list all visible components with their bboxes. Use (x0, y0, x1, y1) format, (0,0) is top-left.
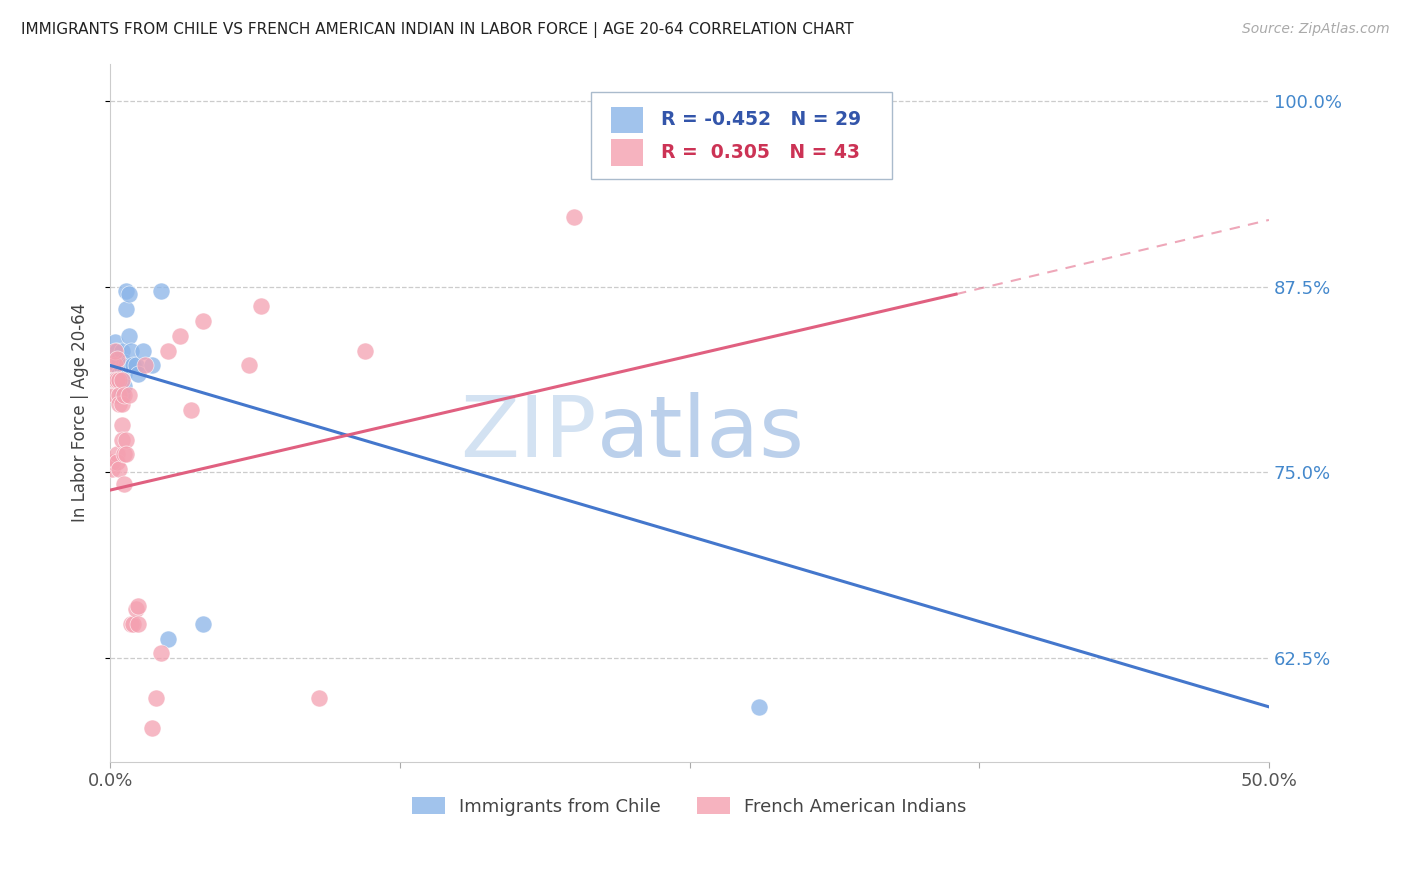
Point (108, 368, 131, 382)
Point (111, 417, 134, 432)
Point (131, 343, 153, 358)
Point (180, 403, 202, 417)
Point (191, 314, 214, 328)
Point (108, 397, 131, 411)
Y-axis label: In Labor Force | Age 20-64: In Labor Force | Age 20-64 (72, 303, 89, 523)
Point (112, 448, 135, 462)
FancyBboxPatch shape (591, 92, 893, 179)
Point (105, 448, 128, 462)
Text: atlas: atlas (596, 392, 804, 475)
Point (308, 690, 330, 705)
Point (117, 287, 139, 301)
Point (104, 343, 127, 358)
Point (141, 721, 163, 735)
Point (115, 301, 138, 316)
Point (105, 359, 128, 373)
Text: R = -0.452   N = 29: R = -0.452 N = 29 (661, 111, 860, 129)
Point (112, 477, 135, 491)
Point (124, 359, 146, 373)
Point (111, 388, 134, 402)
Point (238, 359, 260, 373)
Point (115, 448, 138, 462)
Point (117, 359, 139, 373)
Point (104, 373, 127, 387)
Legend: Immigrants from Chile, French American Indians: Immigrants from Chile, French American I… (412, 797, 966, 815)
Point (249, 299, 271, 313)
Point (111, 382, 134, 396)
Point (111, 361, 134, 376)
Point (156, 632, 179, 646)
Point (124, 602, 146, 616)
Text: Source: ZipAtlas.com: Source: ZipAtlas.com (1241, 22, 1389, 37)
Point (115, 359, 138, 373)
Point (112, 388, 135, 402)
Point (117, 388, 139, 402)
Point (191, 616, 214, 631)
Point (112, 355, 135, 369)
Point (169, 328, 191, 343)
Point (112, 379, 135, 393)
Point (134, 359, 156, 373)
Point (117, 328, 139, 343)
Point (104, 388, 127, 402)
Point (748, 699, 770, 714)
Point (105, 455, 128, 469)
Text: IMMIGRANTS FROM CHILE VS FRENCH AMERICAN INDIAN IN LABOR FORCE | AGE 20-64 CORRE: IMMIGRANTS FROM CHILE VS FRENCH AMERICAN… (21, 22, 853, 38)
Point (122, 359, 145, 373)
Point (127, 368, 149, 382)
Point (105, 373, 128, 387)
Point (111, 373, 134, 387)
Point (562, 210, 585, 224)
Point (112, 368, 135, 382)
Point (127, 599, 149, 613)
Point (108, 373, 131, 387)
Point (115, 433, 138, 447)
Text: R =  0.305   N = 43: R = 0.305 N = 43 (661, 144, 859, 162)
Point (108, 388, 131, 402)
Point (105, 352, 128, 367)
Point (156, 343, 179, 358)
Point (111, 343, 134, 358)
Point (120, 343, 142, 358)
Point (111, 433, 134, 447)
Point (145, 690, 167, 705)
Point (108, 373, 131, 387)
Point (120, 616, 142, 631)
Point (111, 397, 134, 411)
Point (122, 616, 145, 631)
Point (104, 359, 127, 373)
Point (354, 343, 377, 358)
Point (141, 359, 163, 373)
Point (115, 284, 138, 298)
Point (108, 462, 131, 476)
Point (101, 462, 124, 476)
Point (105, 343, 128, 358)
FancyBboxPatch shape (610, 139, 643, 166)
Text: ZIP: ZIP (460, 392, 596, 475)
Point (794, 156, 817, 170)
Point (127, 616, 149, 631)
Point (101, 455, 124, 469)
FancyBboxPatch shape (610, 107, 643, 133)
Point (150, 647, 173, 661)
Point (104, 334, 127, 349)
Point (150, 284, 173, 298)
Point (108, 352, 131, 367)
